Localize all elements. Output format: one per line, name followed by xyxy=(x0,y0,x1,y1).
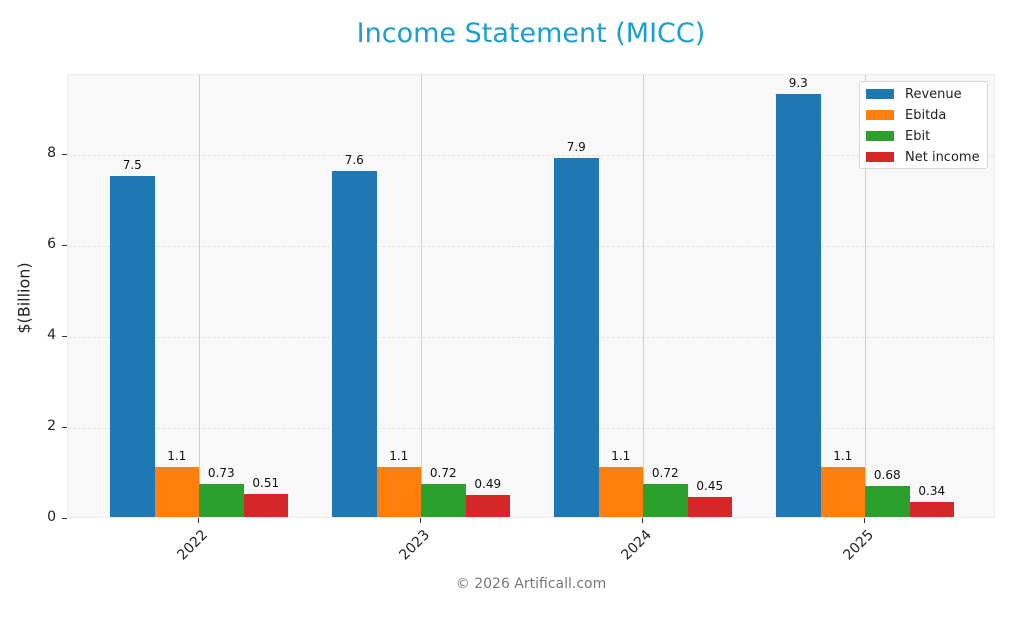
x-tick-label: 2025 xyxy=(840,527,878,564)
bar-ebit-2023 xyxy=(421,484,466,517)
y-tick-mark xyxy=(62,154,67,155)
bar-value-label: 1.1 xyxy=(167,448,187,463)
bar-ebit-2025 xyxy=(865,486,910,517)
bar-ebitda-2023 xyxy=(376,466,421,517)
bar-net-income-2022 xyxy=(243,493,288,517)
bar-value-label: 0.51 xyxy=(252,475,280,490)
y-tick-label: 8 xyxy=(47,145,56,161)
y-axis-label: $(Billion) xyxy=(14,262,34,334)
bar-ebitda-2024 xyxy=(598,466,643,517)
bar-value-label: 1.1 xyxy=(389,448,409,463)
bar-value-label: 0.34 xyxy=(918,483,946,498)
bar-net-income-2023 xyxy=(465,494,510,517)
gridline-vertical xyxy=(421,75,422,517)
bar-value-label: 9.3 xyxy=(788,75,808,90)
bar-ebitda-2022 xyxy=(154,466,199,517)
x-tick-mark xyxy=(420,518,421,523)
gridline-horizontal xyxy=(68,155,994,156)
legend-item-revenue: Revenue xyxy=(866,85,962,103)
plot-area: 7.5 1.1 0.73 0.51 7.6 1.1 0.72 0.49 7.9 1.1 0.72 0.… xyxy=(67,74,995,518)
gridline-vertical xyxy=(643,75,644,517)
bar-value-label: 7.5 xyxy=(122,157,142,172)
bar-value-label: 1.1 xyxy=(611,448,631,463)
bar-value-label: 7.9 xyxy=(566,139,586,154)
y-tick-label: 6 xyxy=(47,236,56,252)
y-tick-label: 0 xyxy=(47,509,56,525)
y-tick-mark xyxy=(62,245,67,246)
bar-value-label: 0.45 xyxy=(696,478,724,493)
gridline-vertical xyxy=(199,75,200,517)
copyright-footer: © 2026 Artificall.com xyxy=(455,576,607,592)
gridline-horizontal xyxy=(68,337,994,338)
bar-revenue-2024 xyxy=(554,157,599,517)
legend-label: Revenue xyxy=(905,86,962,102)
legend-item-net-income: Net income xyxy=(866,148,980,166)
x-tick-label: 2022 xyxy=(174,527,212,564)
legend-item-ebitda: Ebitda xyxy=(866,106,946,124)
x-tick-label: 2024 xyxy=(618,527,656,564)
y-tick-label: 4 xyxy=(47,327,56,343)
bar-value-label: 0.73 xyxy=(207,465,235,480)
gridline-horizontal xyxy=(68,428,994,429)
gridline-horizontal xyxy=(68,246,994,247)
bar-value-label: 0.72 xyxy=(651,466,679,481)
x-tick-mark xyxy=(198,518,199,523)
y-tick-mark xyxy=(62,518,67,519)
legend: Revenue Ebitda Ebit Net income xyxy=(859,81,988,169)
bar-value-label: 1.1 xyxy=(833,448,853,463)
legend-swatch xyxy=(866,152,894,162)
gridline-vertical xyxy=(865,75,866,517)
bar-revenue-2022 xyxy=(110,175,155,517)
bar-ebitda-2025 xyxy=(820,466,865,517)
y-tick-mark xyxy=(62,336,67,337)
legend-label: Net income xyxy=(905,149,980,165)
legend-swatch xyxy=(866,131,894,141)
bar-net-income-2025 xyxy=(909,501,954,517)
bar-value-label: 7.6 xyxy=(344,153,364,168)
legend-label: Ebit xyxy=(905,128,931,144)
legend-label: Ebitda xyxy=(905,107,947,123)
x-tick-mark xyxy=(864,518,865,523)
x-tick-mark xyxy=(642,518,643,523)
x-tick-label: 2023 xyxy=(396,527,434,564)
legend-swatch xyxy=(866,110,894,120)
bar-revenue-2023 xyxy=(332,171,377,517)
bar-value-label: 0.49 xyxy=(474,476,502,491)
bar-revenue-2025 xyxy=(776,93,821,517)
bar-value-label: 0.68 xyxy=(873,468,901,483)
legend-item-ebit: Ebit xyxy=(866,127,930,145)
legend-swatch xyxy=(866,89,894,99)
bar-value-label: 0.72 xyxy=(429,466,457,481)
bar-ebit-2024 xyxy=(643,484,688,517)
bar-ebit-2022 xyxy=(199,483,244,517)
chart-title: Income Statement (MICC) xyxy=(356,18,706,49)
y-tick-label: 2 xyxy=(47,418,56,434)
bar-net-income-2024 xyxy=(687,496,732,517)
y-tick-mark xyxy=(62,427,67,428)
